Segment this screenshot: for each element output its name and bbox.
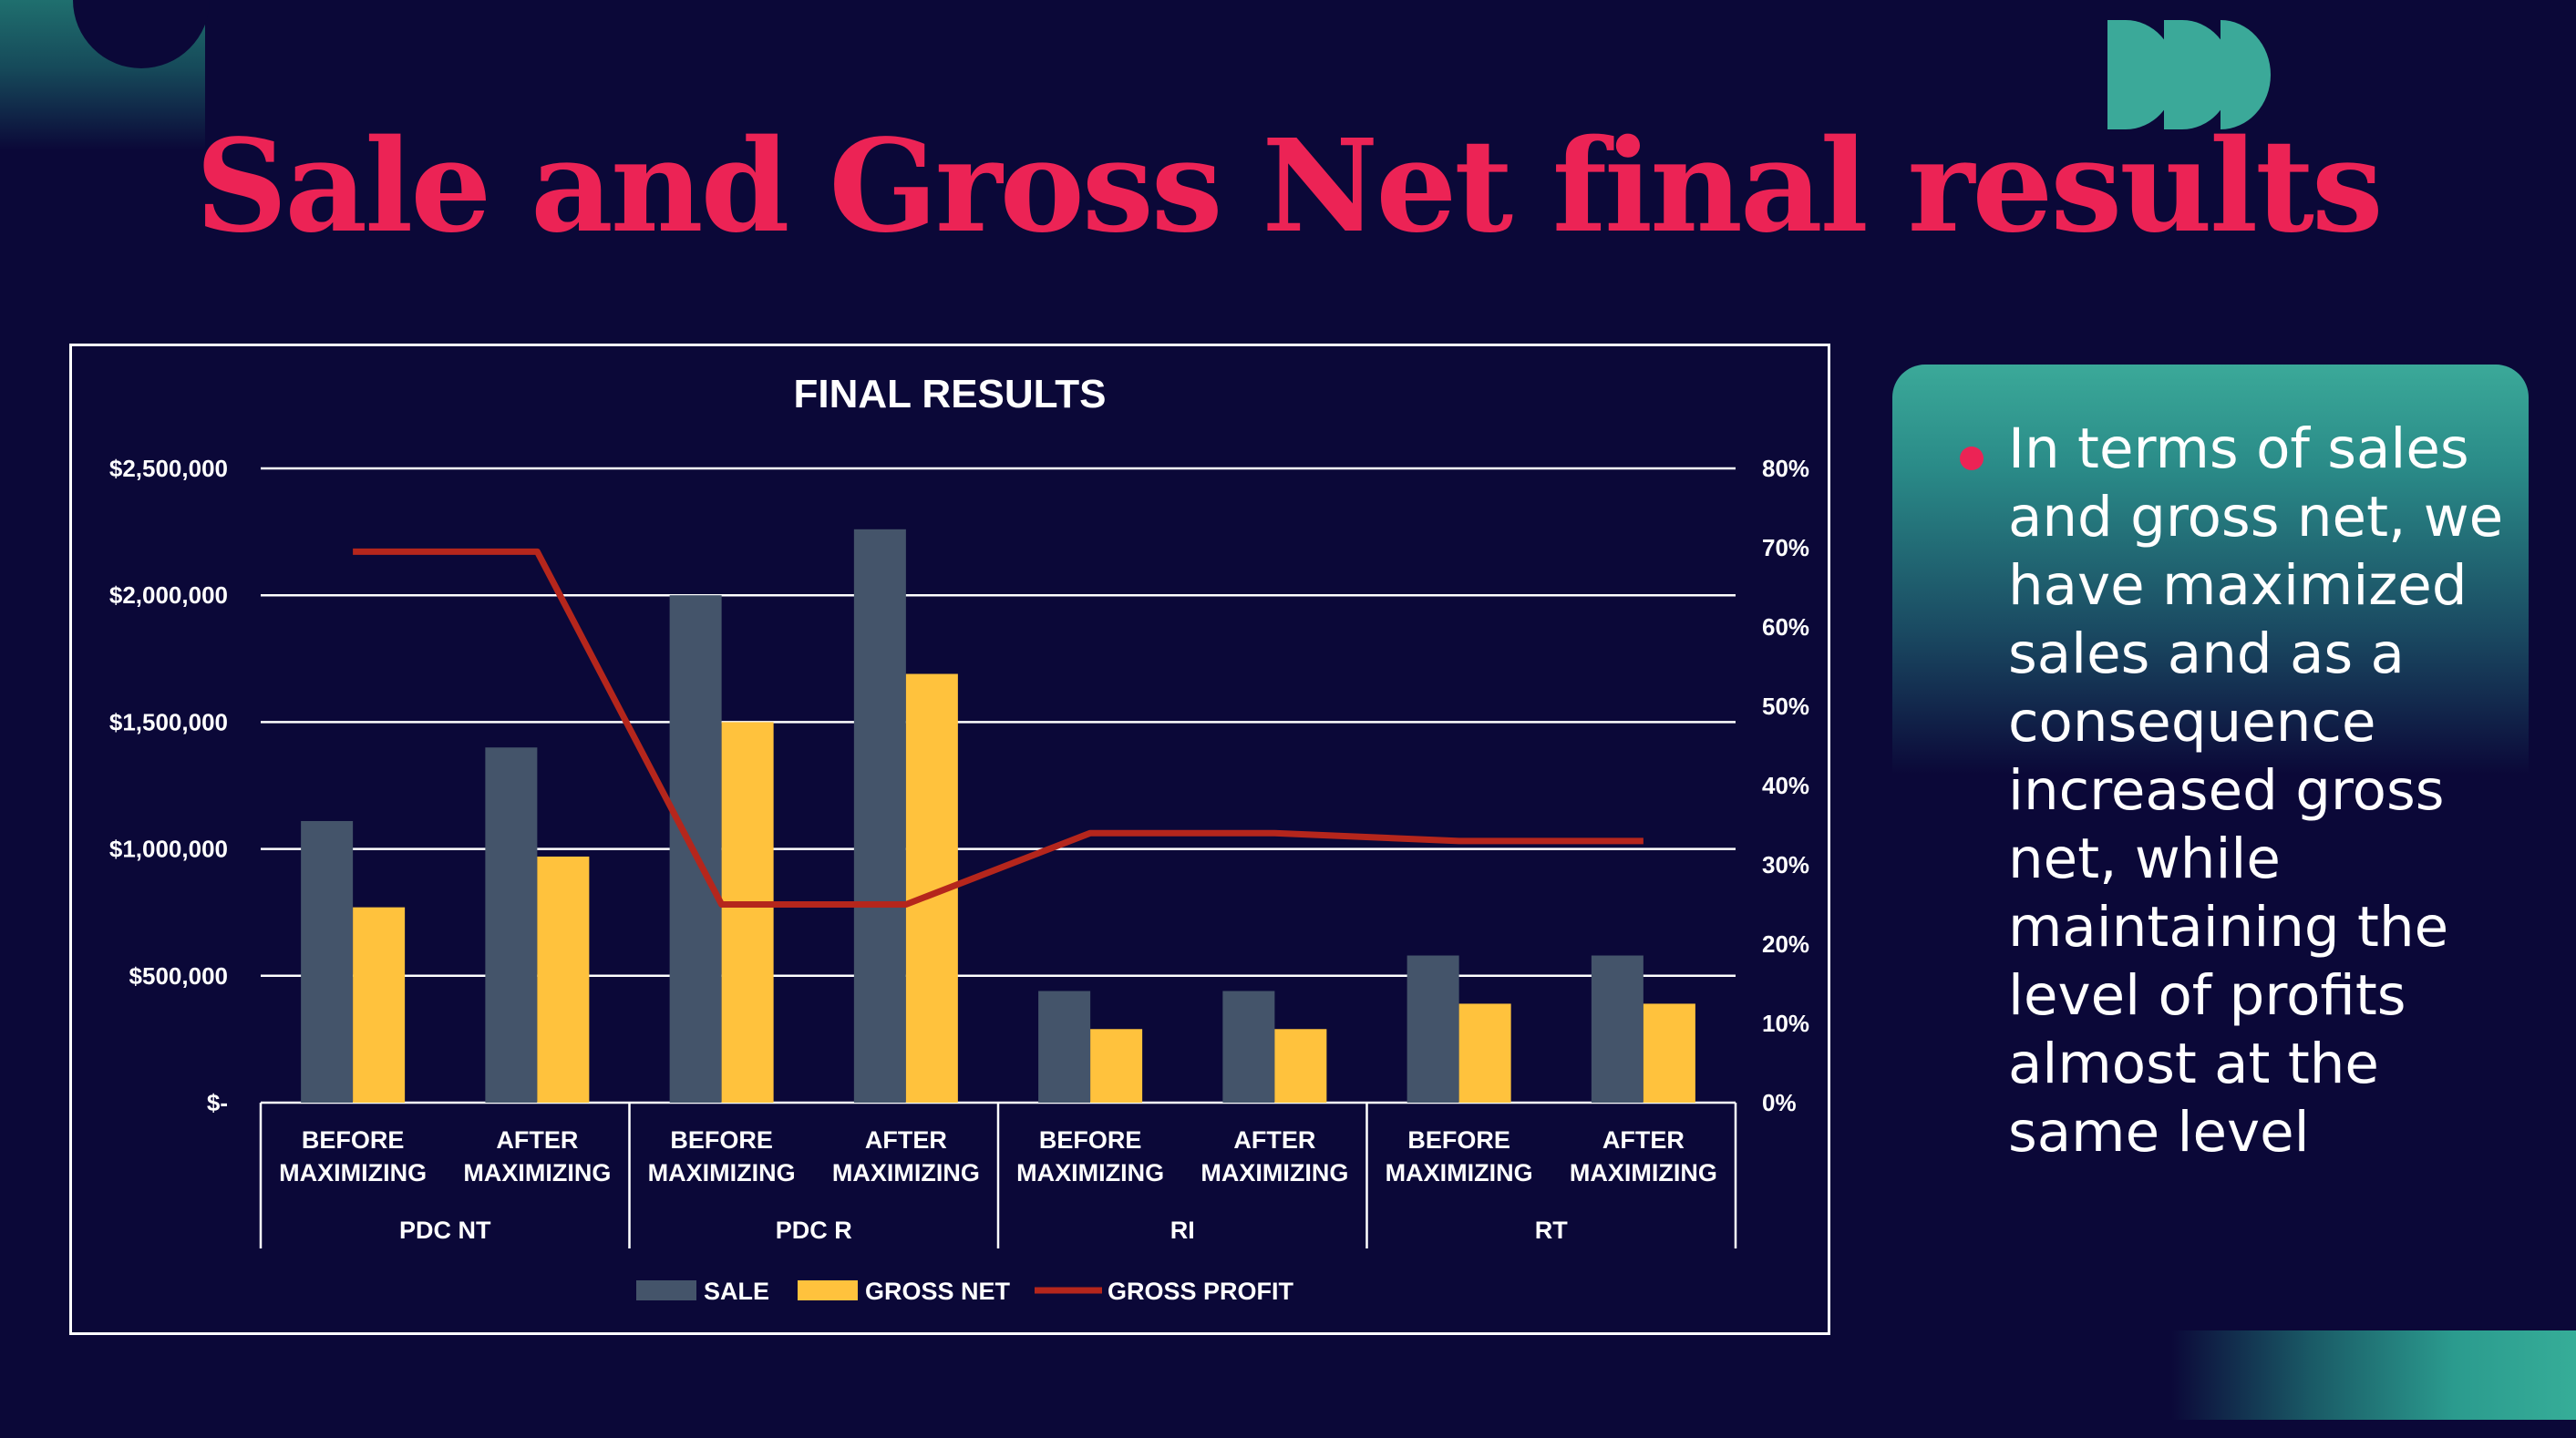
y-right-tick-label: 60% [1762, 613, 1809, 641]
gross-net-bar [1274, 1029, 1327, 1103]
x-category-label: AFTER MAXIMIZING [1200, 1126, 1348, 1186]
y-left-tick-label: $1,500,000 [109, 708, 228, 735]
x-group-label: PDC R [776, 1217, 852, 1244]
sale-legend-label: SALE [704, 1278, 769, 1305]
gross-net-legend-swatch [798, 1280, 858, 1300]
gross-net-bar [537, 856, 590, 1103]
x-category-label: AFTER MAXIMIZING [832, 1126, 980, 1186]
sale-bar [1222, 991, 1275, 1103]
x-category-label: AFTER MAXIMIZING [1570, 1126, 1717, 1186]
chart-frame [69, 344, 1830, 1335]
y-left-tick-label: $- [207, 1089, 228, 1116]
y-right-tick-label: 40% [1762, 772, 1809, 799]
x-category-label: BEFORE MAXIMIZING [279, 1126, 427, 1186]
gross-net-bar [1643, 1003, 1695, 1103]
y-left-tick-label: $500,000 [129, 962, 228, 990]
gross-profit-line [353, 548, 1643, 908]
gross-profit-legend-label: GROSS PROFIT [1108, 1278, 1294, 1305]
y-right-tick-label: 0% [1762, 1089, 1797, 1116]
bullet-icon [1960, 447, 1984, 470]
y-right-tick-label: 20% [1762, 930, 1809, 958]
x-group-label: RI [1170, 1217, 1195, 1244]
y-left-tick-label: $2,500,000 [109, 455, 228, 482]
sale-bar [485, 747, 538, 1103]
forward-chevrons-icon [2107, 20, 2271, 129]
gross-net-bar [1458, 1003, 1511, 1103]
note-card [1892, 365, 2529, 775]
x-category-label: BEFORE MAXIMIZING [648, 1126, 796, 1186]
sale-bar [1591, 955, 1643, 1103]
x-group-label: RT [1535, 1217, 1568, 1244]
y-left-tick-label: $1,000,000 [109, 836, 228, 863]
y-right-tick-label: 50% [1762, 693, 1809, 720]
note-text: In terms of sales and gross net, we have… [2008, 416, 2504, 1165]
bottom-right-decoration [2169, 1330, 2576, 1420]
sale-legend-swatch [636, 1280, 696, 1300]
gross-net-bar [721, 722, 774, 1103]
y-right-tick-label: 80% [1762, 455, 1809, 482]
sale-bar [301, 820, 354, 1103]
sale-bar [1406, 955, 1459, 1103]
gross-net-legend-label: GROSS NET [865, 1278, 1011, 1305]
sale-bar [853, 529, 906, 1103]
y-right-tick-label: 30% [1762, 851, 1809, 878]
chart-title: FINAL RESULTS [793, 372, 1107, 416]
y-left-tick-label: $2,000,000 [109, 581, 228, 609]
x-category-label: AFTER MAXIMIZING [463, 1126, 611, 1186]
x-category-label: BEFORE MAXIMIZING [1016, 1126, 1164, 1186]
x-category-label: BEFORE MAXIMIZING [1386, 1126, 1533, 1186]
gross-net-bar [1090, 1029, 1143, 1103]
x-group-label: PDC NT [399, 1217, 491, 1244]
sale-bar [1038, 991, 1091, 1103]
gross-net-bar [353, 907, 406, 1103]
y-right-tick-label: 70% [1762, 534, 1809, 561]
slide-title: Sale and Gross Net final results [195, 112, 2383, 262]
y-right-tick-label: 10% [1762, 1010, 1809, 1037]
